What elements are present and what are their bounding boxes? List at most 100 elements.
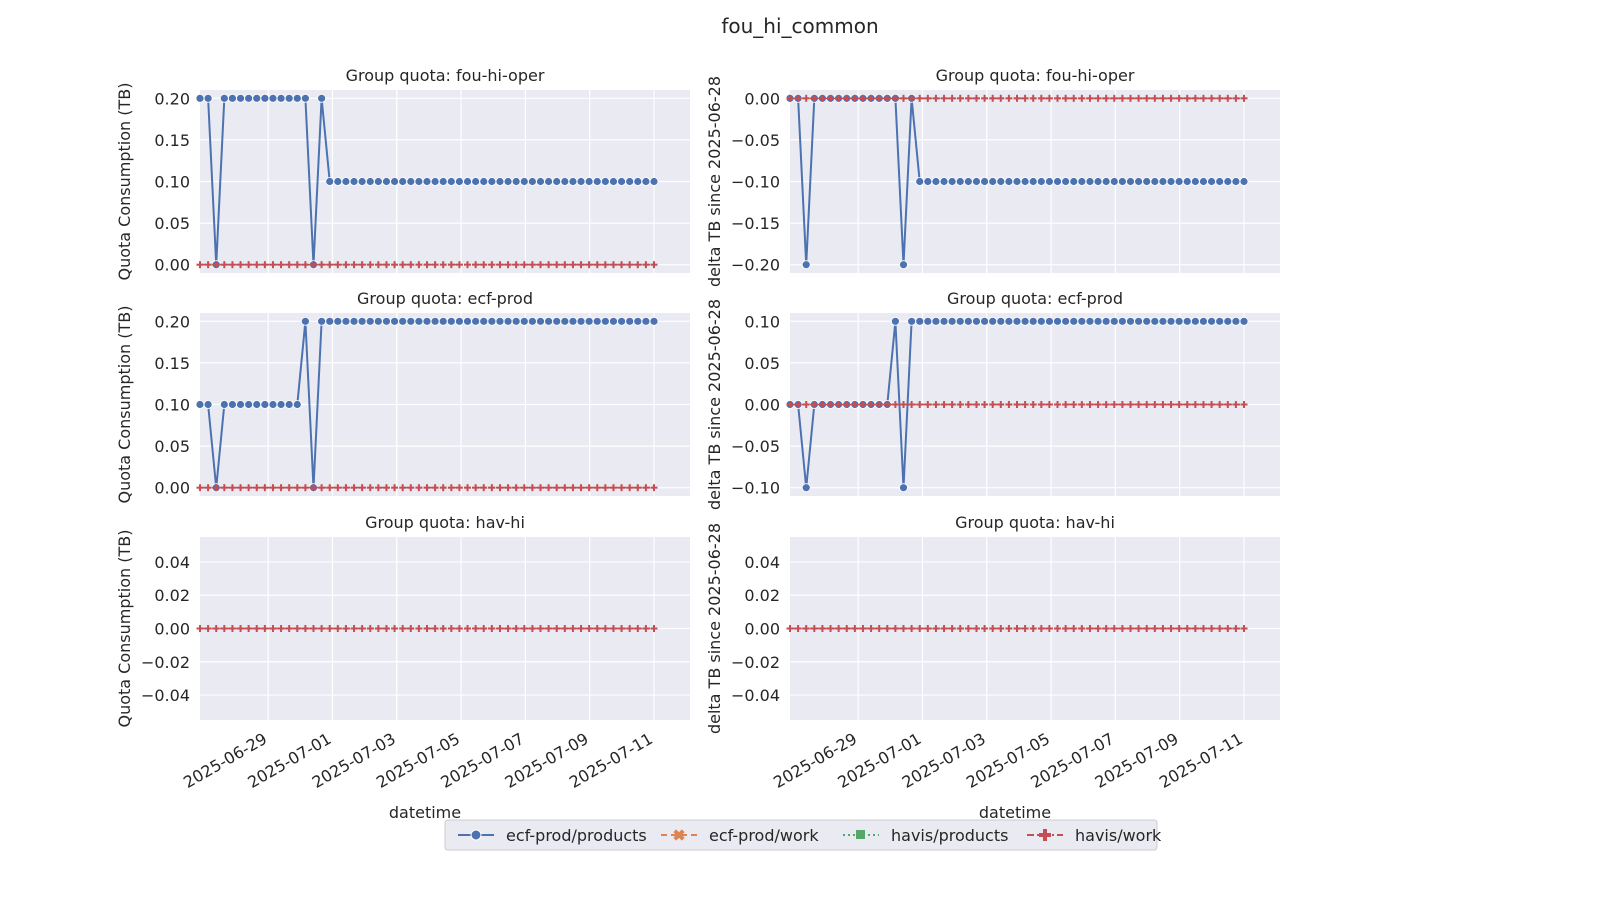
data-point (357, 316, 367, 326)
legend-label-ecf-prod-work: ecf-prod/work (709, 826, 819, 845)
data-point (1012, 316, 1022, 326)
data-point (1069, 177, 1079, 186)
data-point (463, 177, 472, 186)
data-point (843, 401, 851, 408)
data-point (988, 177, 998, 186)
y-tick-label: 0.00 (154, 479, 190, 498)
data-point (204, 625, 212, 632)
data-point (407, 261, 415, 269)
data-point (859, 625, 867, 632)
data-point (310, 484, 317, 492)
data-point (464, 625, 472, 632)
data-point (1135, 401, 1143, 408)
data-point (1020, 316, 1030, 326)
data-point (649, 177, 659, 186)
data-point (940, 401, 948, 408)
data-point (212, 625, 220, 632)
y-tick-label: 0.15 (154, 354, 190, 373)
data-point (1208, 94, 1216, 102)
data-point (956, 401, 964, 408)
data-point (423, 484, 431, 492)
data-point (609, 316, 618, 326)
subplot-5: 0.04 0.02 0.00 −0.02 −0.04 Group quota: hav-h… (705, 513, 1280, 822)
data-point (300, 316, 310, 326)
data-point (801, 260, 811, 270)
data-point (786, 401, 794, 408)
data-point (650, 484, 658, 492)
data-point (634, 625, 642, 632)
data-point (1036, 316, 1046, 326)
data-point (1118, 94, 1126, 102)
data-point (512, 484, 520, 492)
y-tick-label: 0.10 (744, 312, 780, 331)
data-point (1029, 401, 1037, 408)
data-point (875, 625, 883, 632)
data-point (382, 177, 391, 186)
data-point (939, 177, 949, 186)
data-point (203, 400, 213, 409)
data-point (835, 401, 843, 408)
data-point (851, 401, 859, 408)
data-point (310, 261, 317, 269)
data-point (907, 316, 917, 326)
data-point (1191, 625, 1199, 632)
data-point (1028, 177, 1038, 186)
data-point (972, 401, 980, 408)
data-point (503, 177, 513, 186)
data-point (956, 94, 964, 102)
data-point (592, 316, 602, 326)
data-point (527, 177, 537, 186)
y-tick-label: −0.02 (731, 653, 780, 672)
data-point (219, 93, 229, 103)
data-point (997, 94, 1005, 102)
data-point (504, 261, 512, 269)
data-point (794, 625, 802, 632)
data-point (1078, 94, 1086, 102)
data-point (1005, 94, 1013, 102)
data-point (358, 484, 366, 492)
data-point (333, 177, 343, 186)
data-point (544, 177, 554, 186)
data-point (981, 625, 989, 632)
data-point (196, 484, 204, 492)
data-point (972, 625, 980, 632)
data-point (430, 316, 440, 326)
data-point (932, 94, 940, 102)
data-point (1183, 625, 1191, 632)
subplot-title: Group quota: ecf-prod (357, 289, 533, 308)
data-point (891, 401, 899, 408)
data-point (1062, 401, 1070, 408)
data-point (212, 261, 220, 269)
data-point (827, 401, 835, 408)
data-point (553, 625, 561, 632)
data-point (447, 261, 455, 269)
data-point (601, 625, 609, 632)
data-point (794, 94, 802, 102)
data-point (423, 261, 431, 269)
data-point (1118, 401, 1126, 408)
data-point (1190, 316, 1200, 326)
series-havis-work (786, 401, 1248, 408)
data-point (835, 625, 843, 632)
data-point (431, 625, 439, 632)
data-point (471, 316, 481, 326)
data-point (609, 261, 617, 269)
data-point (1135, 94, 1143, 102)
y-tick-label: −0.10 (731, 173, 780, 192)
data-point (245, 625, 253, 632)
data-point (1158, 177, 1168, 186)
data-point (334, 261, 342, 269)
data-point (446, 316, 456, 326)
data-point (398, 177, 408, 186)
data-point (1199, 625, 1207, 632)
data-point (292, 400, 302, 409)
data-point (1045, 94, 1053, 102)
data-point (545, 484, 553, 492)
data-point (568, 316, 578, 326)
data-point (269, 625, 277, 632)
data-point (584, 316, 594, 326)
data-point (277, 484, 285, 492)
data-point (1054, 401, 1062, 408)
data-point (642, 261, 650, 269)
data-point (1216, 94, 1224, 102)
